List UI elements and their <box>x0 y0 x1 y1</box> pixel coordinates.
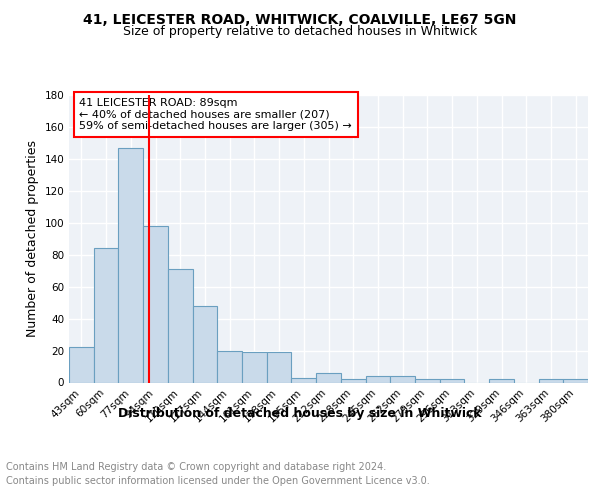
Bar <box>267 352 292 382</box>
Bar <box>193 306 217 382</box>
Bar <box>341 380 365 382</box>
Text: Contains HM Land Registry data © Crown copyright and database right 2024.: Contains HM Land Registry data © Crown c… <box>6 462 386 472</box>
Bar <box>563 380 588 382</box>
Text: Distribution of detached houses by size in Whitwick: Distribution of detached houses by size … <box>118 408 482 420</box>
Text: Size of property relative to detached houses in Whitwick: Size of property relative to detached ho… <box>123 25 477 38</box>
Bar <box>69 348 94 382</box>
Bar <box>292 378 316 382</box>
Bar <box>440 380 464 382</box>
Bar <box>217 350 242 382</box>
Text: Contains public sector information licensed under the Open Government Licence v3: Contains public sector information licen… <box>6 476 430 486</box>
Bar <box>168 269 193 382</box>
Bar <box>316 373 341 382</box>
Y-axis label: Number of detached properties: Number of detached properties <box>26 140 39 337</box>
Bar <box>539 380 563 382</box>
Text: 41 LEICESTER ROAD: 89sqm
← 40% of detached houses are smaller (207)
59% of semi-: 41 LEICESTER ROAD: 89sqm ← 40% of detach… <box>79 98 352 131</box>
Bar <box>365 376 390 382</box>
Bar <box>143 226 168 382</box>
Bar <box>118 148 143 382</box>
Bar <box>390 376 415 382</box>
Bar <box>242 352 267 382</box>
Bar <box>489 380 514 382</box>
Bar <box>94 248 118 382</box>
Bar <box>415 380 440 382</box>
Text: 41, LEICESTER ROAD, WHITWICK, COALVILLE, LE67 5GN: 41, LEICESTER ROAD, WHITWICK, COALVILLE,… <box>83 12 517 26</box>
